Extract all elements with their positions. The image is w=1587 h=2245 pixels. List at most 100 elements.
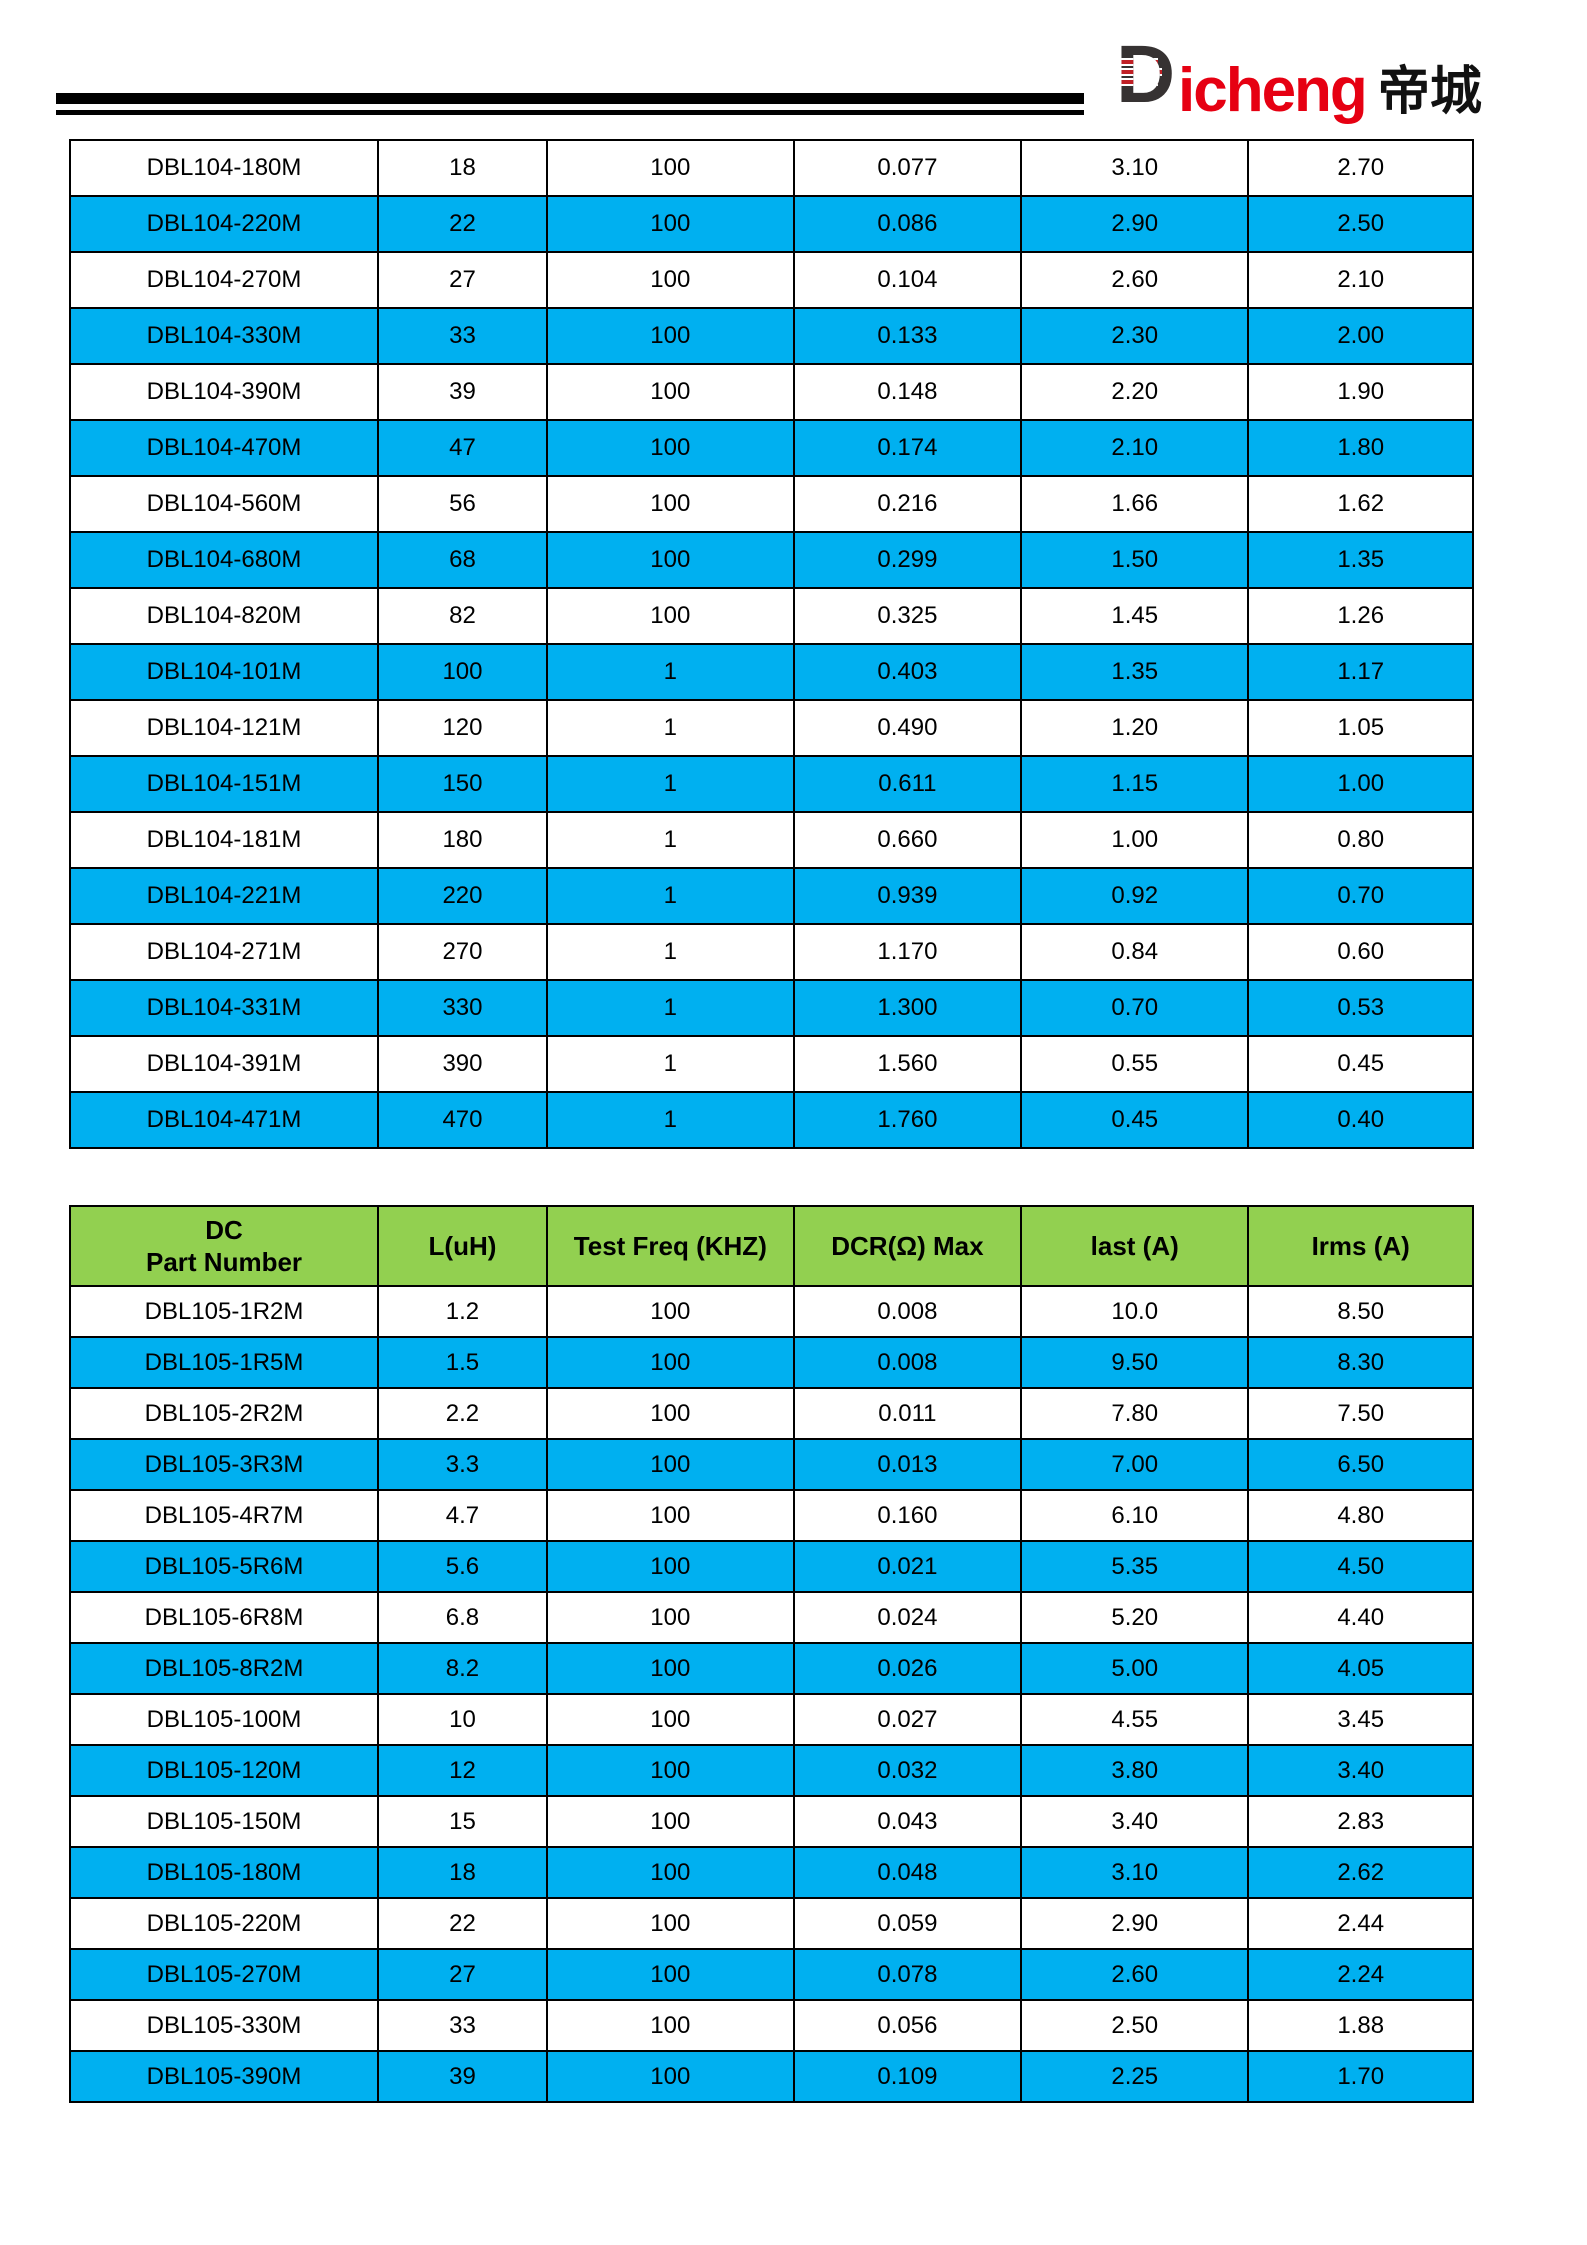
table-cell: 0.40 <box>1247 1091 1474 1149</box>
table-cell: DBL104-680M <box>68 531 380 589</box>
table-cell: 220 <box>377 867 548 925</box>
rule-thick-line <box>56 93 1084 104</box>
table-cell: 1 <box>545 699 795 757</box>
table-cell: 1.45 <box>1020 587 1250 645</box>
table-cell: DBL104-470M <box>68 419 380 477</box>
table-cell: 1.35 <box>1247 531 1474 589</box>
table-cell: DBL104-181M <box>68 811 380 869</box>
header-double-rule <box>56 93 1084 115</box>
table-cell: 12 <box>377 1744 548 1797</box>
table-row: DBL104-330M 33 100 0.133 2.30 2.00 <box>68 307 1474 365</box>
logo-wordmark: icheng <box>1178 56 1368 125</box>
table-cell: DBL104-271M <box>68 923 380 981</box>
brand-logo: D D icheng 帝城 <box>1118 32 1482 122</box>
table-cell: DBL105-270M <box>68 1948 380 2001</box>
table-cell: 0.032 <box>792 1744 1023 1797</box>
table-cell: 1.88 <box>1247 1999 1474 2052</box>
table-cell: 0.70 <box>1020 979 1250 1037</box>
table-cell: 6.10 <box>1020 1489 1250 1542</box>
table-cell: 3.45 <box>1247 1693 1474 1746</box>
table-cell: 5.6 <box>377 1540 548 1593</box>
table-cell: 5.35 <box>1020 1540 1250 1593</box>
column-header: last (A) <box>1020 1205 1250 1287</box>
table-row: DBL104-271M 270 1 1.170 0.84 0.60 <box>68 923 1474 981</box>
table-row: DBL105-8R2M 8.2 100 0.026 5.00 4.05 <box>68 1642 1474 1695</box>
table-cell: 0.403 <box>792 643 1023 701</box>
table-row: DBL105-390M 39 100 0.109 2.25 1.70 <box>68 2050 1474 2103</box>
table-row: DBL105-100M 10 100 0.027 4.55 3.45 <box>68 1693 1474 1746</box>
table-cell: 1 <box>545 923 795 981</box>
table-cell: 0.109 <box>792 2050 1023 2103</box>
table-row: DBL104-391M 390 1 1.560 0.55 0.45 <box>68 1035 1474 1093</box>
table-cell: DBL105-2R2M <box>68 1387 380 1440</box>
table-cell: 3.3 <box>377 1438 548 1491</box>
dbl105-spec-table: DC Part Number L(uH) Test Freq (KHZ) DCR(Ω)… <box>68 1205 1474 2103</box>
table-cell: 33 <box>377 307 548 365</box>
table-cell: DBL104-330M <box>68 307 380 365</box>
table-cell: 120 <box>377 699 548 757</box>
table-cell: DBL104-180M <box>68 139 380 197</box>
table-cell: 1.26 <box>1247 587 1474 645</box>
table-cell: 100 <box>545 1540 795 1593</box>
table-cell: 1.20 <box>1020 699 1250 757</box>
table-cell: 1.80 <box>1247 419 1474 477</box>
table-cell: 2.20 <box>1020 363 1250 421</box>
table-cell: 100 <box>545 1693 795 1746</box>
table-cell: 0.011 <box>792 1387 1023 1440</box>
table-cell: 8.30 <box>1247 1336 1474 1389</box>
table-cell: 22 <box>377 1897 548 1950</box>
table-cell: 2.83 <box>1247 1795 1474 1848</box>
table-cell: 0.490 <box>792 699 1023 757</box>
table-cell: 4.55 <box>1020 1693 1250 1746</box>
table-cell: 0.174 <box>792 419 1023 477</box>
table-cell: 0.160 <box>792 1489 1023 1542</box>
table-cell: 100 <box>545 1438 795 1491</box>
table-cell: 1.70 <box>1247 2050 1474 2103</box>
table-cell: 1 <box>545 643 795 701</box>
table-cell: 4.7 <box>377 1489 548 1542</box>
table-cell: DBL105-120M <box>68 1744 380 1797</box>
table-cell: 2.10 <box>1247 251 1474 309</box>
table-cell: 2.00 <box>1247 307 1474 365</box>
table-cell: 56 <box>377 475 548 533</box>
table-cell: 1.62 <box>1247 475 1474 533</box>
table-row: DBL104-181M 180 1 0.660 1.00 0.80 <box>68 811 1474 869</box>
table-row: DBL105-1R2M 1.2 100 0.008 10.0 8.50 <box>68 1285 1474 1338</box>
table-cell: 1.170 <box>792 923 1023 981</box>
table-cell: 15 <box>377 1795 548 1848</box>
table-cell: 100 <box>545 587 795 645</box>
table-cell: 0.086 <box>792 195 1023 253</box>
table-cell: 100 <box>545 363 795 421</box>
table-cell: 0.299 <box>792 531 1023 589</box>
table-cell: 8.2 <box>377 1642 548 1695</box>
table-cell: 0.013 <box>792 1438 1023 1491</box>
table-row: DBL104-270M 27 100 0.104 2.60 2.10 <box>68 251 1474 309</box>
table-cell: DBL105-180M <box>68 1846 380 1899</box>
table-row: DBL104-151M 150 1 0.611 1.15 1.00 <box>68 755 1474 813</box>
table-cell: DBL104-151M <box>68 755 380 813</box>
table-cell: 68 <box>377 531 548 589</box>
table-row: DBL105-270M 27 100 0.078 2.60 2.24 <box>68 1948 1474 2001</box>
table-cell: 2.50 <box>1020 1999 1250 2052</box>
table-cell: 0.325 <box>792 587 1023 645</box>
table-row: DBL104-121M 120 1 0.490 1.20 1.05 <box>68 699 1474 757</box>
table-cell: 1.00 <box>1020 811 1250 869</box>
table-cell: 0.45 <box>1020 1091 1250 1149</box>
column-header: Test Freq (KHZ) <box>545 1205 795 1287</box>
table-cell: DBL104-331M <box>68 979 380 1037</box>
table-cell: 100 <box>545 2050 795 2103</box>
table-cell: 1 <box>545 1091 795 1149</box>
table-cell: 4.05 <box>1247 1642 1474 1695</box>
table-row: DBL105-2R2M 2.2 100 0.011 7.80 7.50 <box>68 1387 1474 1440</box>
table-cell: 47 <box>377 419 548 477</box>
table-cell: 180 <box>377 811 548 869</box>
table-cell: 270 <box>377 923 548 981</box>
table-cell: 100 <box>545 1897 795 1950</box>
table-cell: 27 <box>377 251 548 309</box>
table-cell: 2.50 <box>1247 195 1474 253</box>
table-cell: 0.148 <box>792 363 1023 421</box>
table-cell: 330 <box>377 979 548 1037</box>
table-cell: 4.50 <box>1247 1540 1474 1593</box>
table-cell: DBL105-1R5M <box>68 1336 380 1389</box>
